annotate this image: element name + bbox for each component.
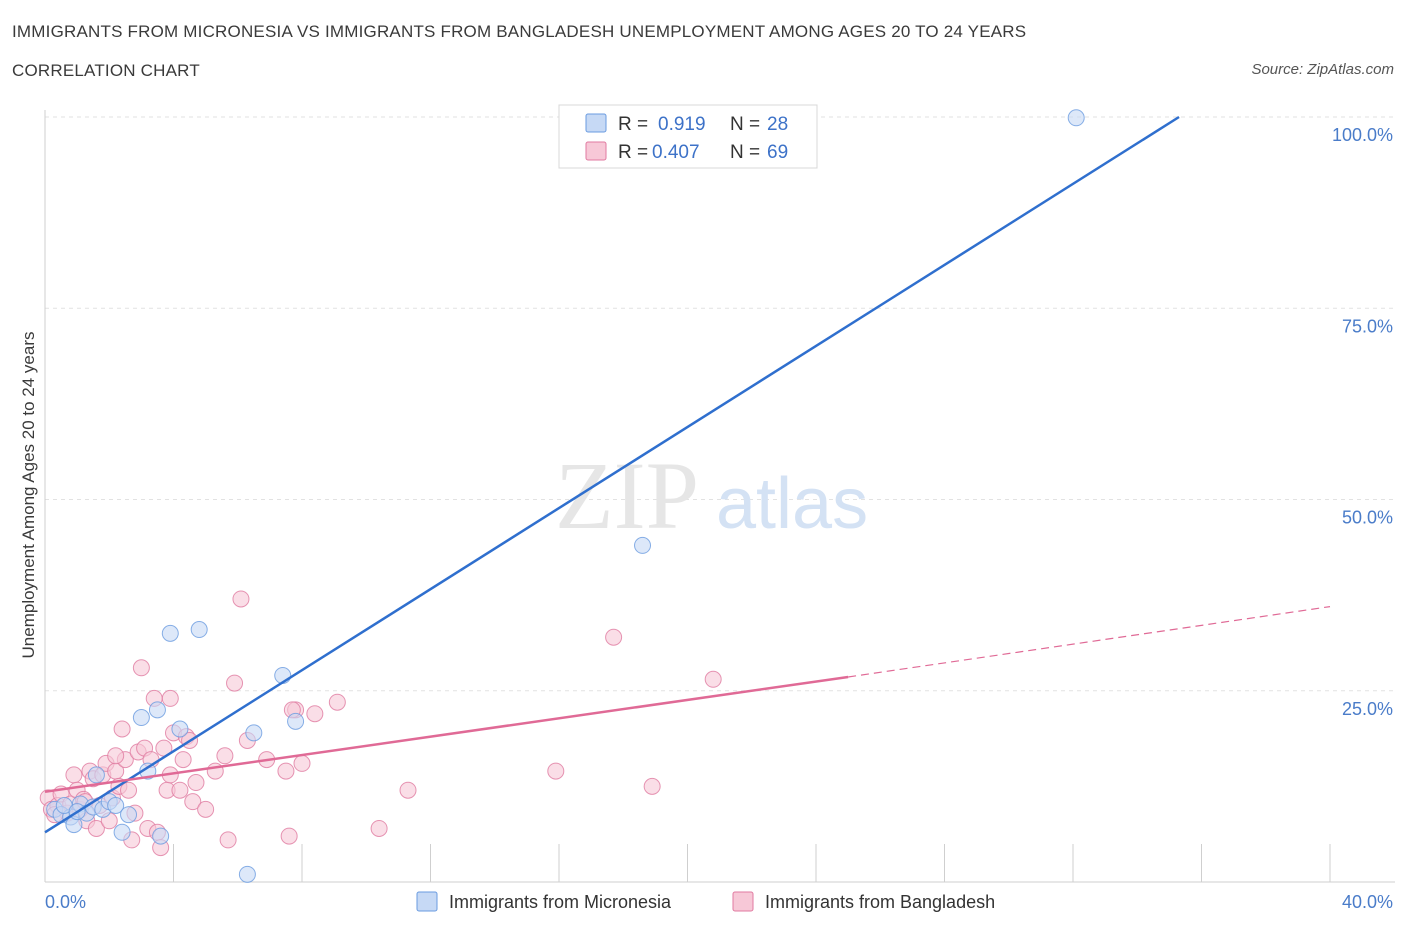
data-point (547, 762, 565, 780)
y-tick-label: 100.0% (1332, 125, 1393, 145)
data-point (287, 712, 305, 730)
y-tick-labels: 25.0% 50.0% 75.0% 100.0% (1332, 125, 1393, 719)
trend-line-extension-bangladesh (848, 606, 1331, 678)
data-point (184, 793, 202, 811)
data-point (171, 720, 189, 738)
series-legend: Immigrants from Micronesia Immigrants fr… (416, 891, 995, 912)
data-point (216, 747, 234, 765)
watermark: ZIP atlas (555, 442, 868, 549)
data-point (120, 781, 138, 799)
data-point (65, 766, 83, 784)
data-point (277, 762, 295, 780)
data-point (190, 621, 208, 639)
series-label-micronesia: Immigrants from Micronesia (449, 892, 672, 912)
legend-swatch-bangladesh (585, 141, 607, 161)
data-point (107, 747, 125, 765)
data-point (306, 705, 324, 723)
data-point (171, 781, 189, 799)
data-point (161, 624, 179, 642)
legend-n-value-micronesia: 28 (767, 114, 788, 135)
data-point (113, 823, 131, 841)
y-tick-label: 25.0% (1342, 699, 1393, 719)
data-points (39, 109, 1085, 883)
data-point (219, 831, 237, 849)
x-tick-label: 0.0% (45, 892, 86, 912)
data-point (399, 781, 417, 799)
data-point (132, 709, 150, 727)
series-label-bangladesh: Immigrants from Bangladesh (765, 892, 995, 912)
data-point (605, 628, 623, 646)
data-point (87, 819, 105, 837)
y-tick-label: 75.0% (1342, 316, 1393, 336)
data-point (634, 536, 652, 554)
x-tick-labels: 0.0% 40.0% (45, 892, 1393, 912)
data-point (238, 865, 256, 883)
trend-lines (44, 115, 1331, 834)
series-swatch-micronesia (416, 891, 438, 912)
axes (44, 110, 1395, 883)
series-swatch-bangladesh (732, 891, 754, 912)
correlation-legend: R = 0.919 N = 28 R = 0.407 N = 69 (558, 104, 818, 169)
data-point (187, 774, 205, 792)
data-point (1067, 109, 1085, 127)
data-point (197, 800, 215, 818)
legend-n-label: N = (730, 114, 760, 135)
data-point (280, 827, 298, 845)
data-point (328, 693, 346, 711)
legend-r-value-bangladesh: 0.407 (652, 142, 700, 163)
legend-r-label: R = (618, 114, 648, 135)
y-tick-label: 50.0% (1342, 508, 1393, 528)
data-point (370, 819, 388, 837)
trend-line-bangladesh (44, 675, 849, 793)
data-point (232, 590, 250, 608)
data-point (148, 701, 166, 719)
data-point (132, 659, 150, 677)
data-point (152, 827, 170, 845)
data-point (704, 670, 722, 688)
data-point (174, 751, 192, 769)
legend-n-label: N = (730, 142, 760, 163)
legend-swatch-micronesia (585, 113, 607, 133)
chart-title: IMMIGRANTS FROM MICRONESIA VS IMMIGRANTS… (12, 22, 1027, 41)
legend-n-value-bangladesh: 69 (767, 142, 788, 163)
data-point (161, 689, 179, 707)
data-point (245, 724, 263, 742)
gridlines (45, 116, 1395, 692)
series-micronesia-points (46, 109, 1085, 883)
data-point (87, 766, 105, 784)
data-point (293, 754, 311, 772)
data-point (113, 720, 131, 738)
legend-r-label: R = (618, 142, 648, 163)
data-point (226, 674, 244, 692)
data-point (107, 797, 125, 814)
trend-line-micronesia (44, 115, 1180, 834)
watermark-atlas: atlas (716, 464, 868, 544)
y-axis-label: Unemployment Among Ages 20 to 24 years (19, 332, 38, 659)
chart-subtitle: CORRELATION CHART (12, 61, 200, 80)
x-tick-label: 40.0% (1342, 892, 1393, 912)
data-point (120, 806, 138, 824)
source-credit: Source: ZipAtlas.com (1251, 61, 1394, 78)
data-point (643, 777, 661, 795)
legend-r-value-micronesia: 0.919 (658, 114, 706, 135)
